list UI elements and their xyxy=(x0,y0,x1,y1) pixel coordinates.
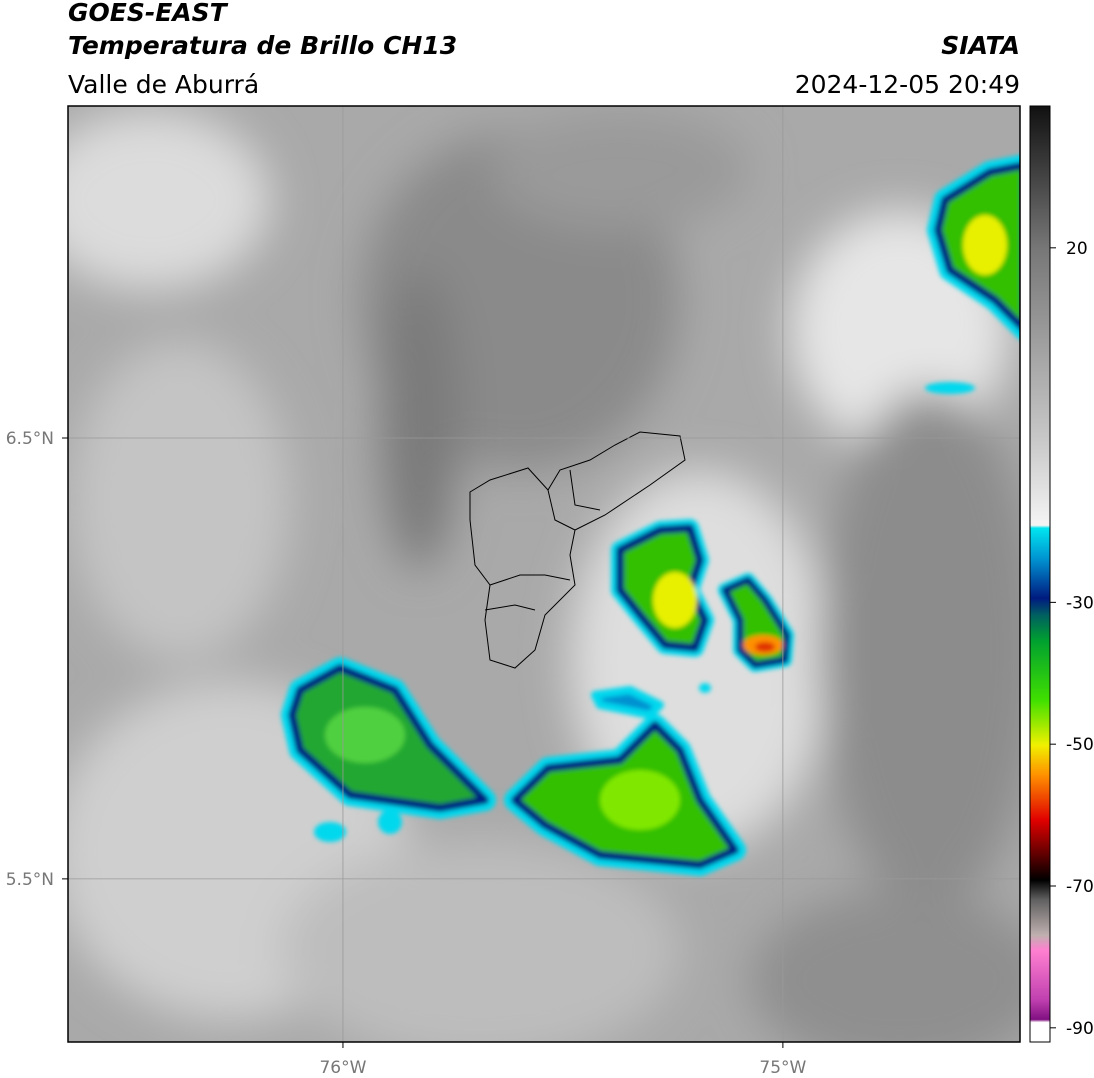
subtitle: Temperatura de Brillo CH13 xyxy=(68,31,457,60)
storm-cell xyxy=(927,154,1020,340)
colorbar xyxy=(1029,105,1051,1043)
colorbar-tick-label: 20 xyxy=(1066,239,1088,259)
y-tick-label: 6.5°N xyxy=(6,429,54,449)
colorbar-tick-label: -50 xyxy=(1066,735,1094,755)
storm-cell xyxy=(611,519,714,657)
region-boundary xyxy=(469,431,686,669)
grid xyxy=(68,106,1020,1042)
region: Valle de Aburrá xyxy=(68,70,259,99)
x-tick-label: 76°W xyxy=(319,1058,366,1078)
colorbar-tick-label: -70 xyxy=(1066,877,1094,897)
source: SIATA xyxy=(941,31,1020,60)
x-tick-label: 75°W xyxy=(759,1058,806,1078)
colorbar-tick-label: -30 xyxy=(1066,593,1094,613)
title: GOES-EAST xyxy=(68,0,229,27)
storm-cell xyxy=(504,686,746,876)
datetime: 2024-12-05 20:49 xyxy=(795,70,1020,99)
colorbar-tick-label: -90 xyxy=(1066,1019,1094,1039)
storm-cell xyxy=(281,657,496,819)
satellite-image xyxy=(68,106,1020,1042)
y-tick-label: 5.5°N xyxy=(6,870,54,890)
map-frame xyxy=(67,105,1021,1043)
storm-cell xyxy=(718,573,794,672)
